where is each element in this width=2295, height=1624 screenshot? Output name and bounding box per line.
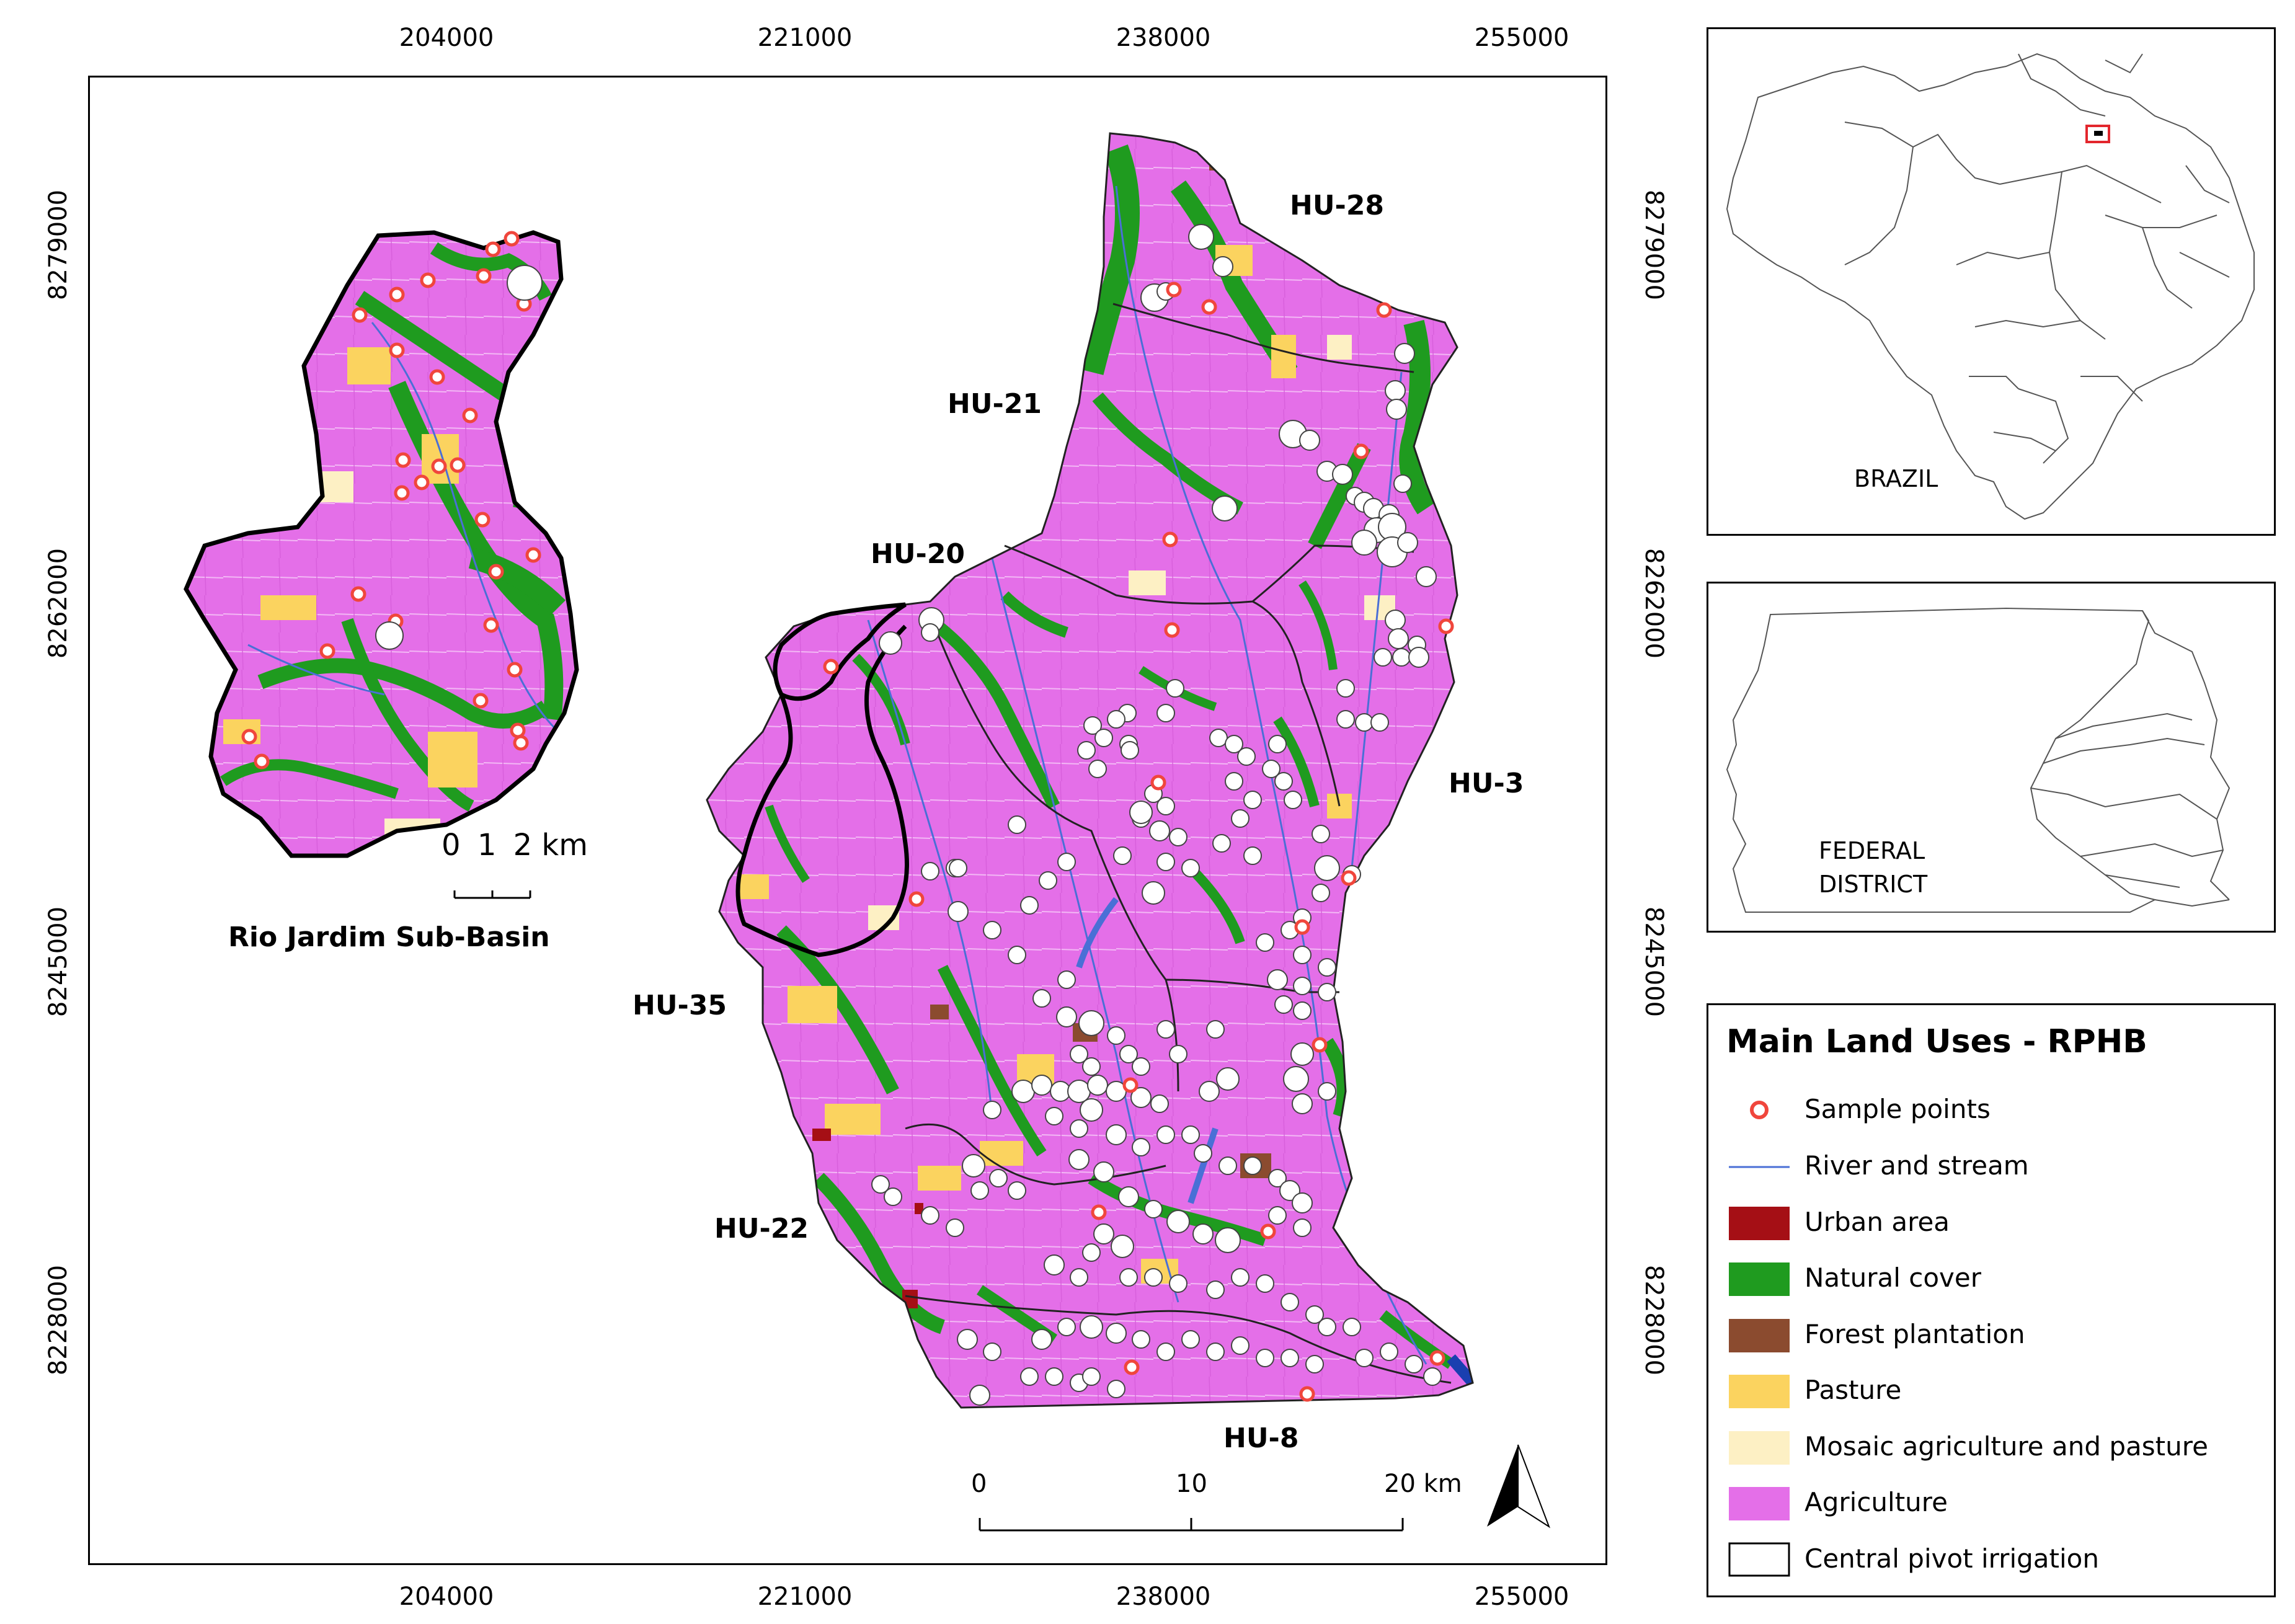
x-tick-bottom-4: 255000 bbox=[1474, 1582, 1569, 1611]
main-scale-10: 10 bbox=[1176, 1470, 1207, 1498]
x-tick-bottom-3: 238000 bbox=[1116, 1582, 1211, 1611]
federal-district-inset: FEDERAL DISTRICT bbox=[1707, 582, 2276, 933]
x-tick-bottom-2: 221000 bbox=[757, 1582, 853, 1611]
x-tick-top-3: 238000 bbox=[1116, 24, 1211, 52]
hu-label-28: HU-28 bbox=[1290, 190, 1385, 221]
federal-label-2: DISTRICT bbox=[1819, 871, 1928, 898]
legend-panel bbox=[1707, 1003, 2276, 1597]
subbasin-scale-1: 1 bbox=[477, 828, 497, 863]
x-tick-top-2: 221000 bbox=[757, 24, 853, 52]
federal-district-outline-map: FEDERAL DISTRICT bbox=[1726, 607, 2231, 913]
legend-label-urban: Urban area bbox=[1804, 1207, 1950, 1237]
main-map-frame bbox=[88, 76, 1607, 1565]
brazil-outline-map: BRAZIL bbox=[1726, 53, 2255, 520]
legend-label-mosaic: Mosaic agriculture and pasture bbox=[1804, 1431, 2208, 1462]
legend-label-agriculture: Agriculture bbox=[1804, 1487, 1948, 1517]
y-tick-left-4: 8228000 bbox=[44, 1264, 73, 1376]
hu-label-22: HU-22 bbox=[714, 1213, 809, 1245]
y-tick-left-3: 8245000 bbox=[44, 906, 73, 1018]
y-tick-right-3: 8245000 bbox=[1640, 906, 1669, 1018]
subbasin-scale-2: 2 km bbox=[513, 828, 588, 863]
hu-label-35: HU-35 bbox=[633, 990, 727, 1021]
subbasin-scale-labels: 0 1 2 km bbox=[442, 828, 588, 863]
legend-label-forest-plantation: Forest plantation bbox=[1804, 1319, 2025, 1349]
main-scale-0: 0 bbox=[971, 1470, 987, 1498]
hu-label-20: HU-20 bbox=[871, 538, 965, 570]
hu-label-21: HU-21 bbox=[948, 388, 1042, 420]
legend-label-river: River and stream bbox=[1804, 1150, 2029, 1181]
legend-label-pasture: Pasture bbox=[1804, 1375, 1902, 1405]
x-tick-bottom-1: 204000 bbox=[399, 1582, 494, 1611]
y-tick-right-2: 8262000 bbox=[1640, 548, 1669, 659]
legend-label-central-pivot: Central pivot irrigation bbox=[1804, 1543, 2099, 1574]
y-tick-left-2: 8262000 bbox=[44, 548, 73, 659]
y-tick-right-1: 8279000 bbox=[1640, 189, 1669, 301]
main-scale-20: 20 km bbox=[1384, 1470, 1462, 1498]
brazil-label: BRAZIL bbox=[1854, 465, 1938, 492]
legend-label-sample-points: Sample points bbox=[1804, 1094, 1991, 1124]
y-tick-left-1: 8279000 bbox=[44, 189, 73, 301]
subbasin-scale-0: 0 bbox=[442, 828, 461, 863]
hu-label-3: HU-3 bbox=[1449, 768, 1524, 799]
y-tick-right-4: 8228000 bbox=[1640, 1264, 1669, 1376]
subbasin-title: Rio Jardim Sub-Basin bbox=[228, 921, 550, 953]
legend-title: Main Land Uses - RPHB bbox=[1726, 1023, 2147, 1060]
x-tick-top-4: 255000 bbox=[1474, 24, 1569, 52]
x-tick-top-1: 204000 bbox=[399, 24, 494, 52]
brazil-inset: BRAZIL bbox=[1707, 27, 2276, 536]
hu-label-8: HU-8 bbox=[1223, 1422, 1299, 1454]
federal-label-1: FEDERAL bbox=[1819, 837, 1925, 864]
legend-label-natural-cover: Natural cover bbox=[1804, 1262, 1982, 1293]
